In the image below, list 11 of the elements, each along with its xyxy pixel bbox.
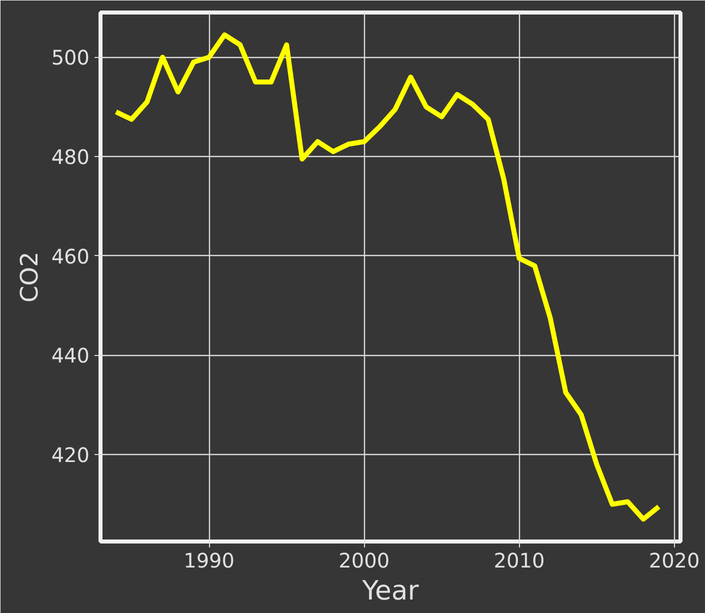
x-tick-label: 2000 [338,548,390,572]
x-axis-title: Year [361,576,419,606]
y-axis-title: CO2 [15,252,44,302]
y-tick-label: 480 [51,145,90,170]
x-tick-label: 2010 [494,548,545,572]
x-tick-label: 1990 [184,548,235,572]
y-tick-label: 440 [51,344,90,368]
y-tick-label: 460 [51,244,90,268]
x-tick-label: 2020 [648,548,700,572]
y-tick-label: 420 [51,443,90,468]
y-tick-label: 500 [51,46,90,70]
